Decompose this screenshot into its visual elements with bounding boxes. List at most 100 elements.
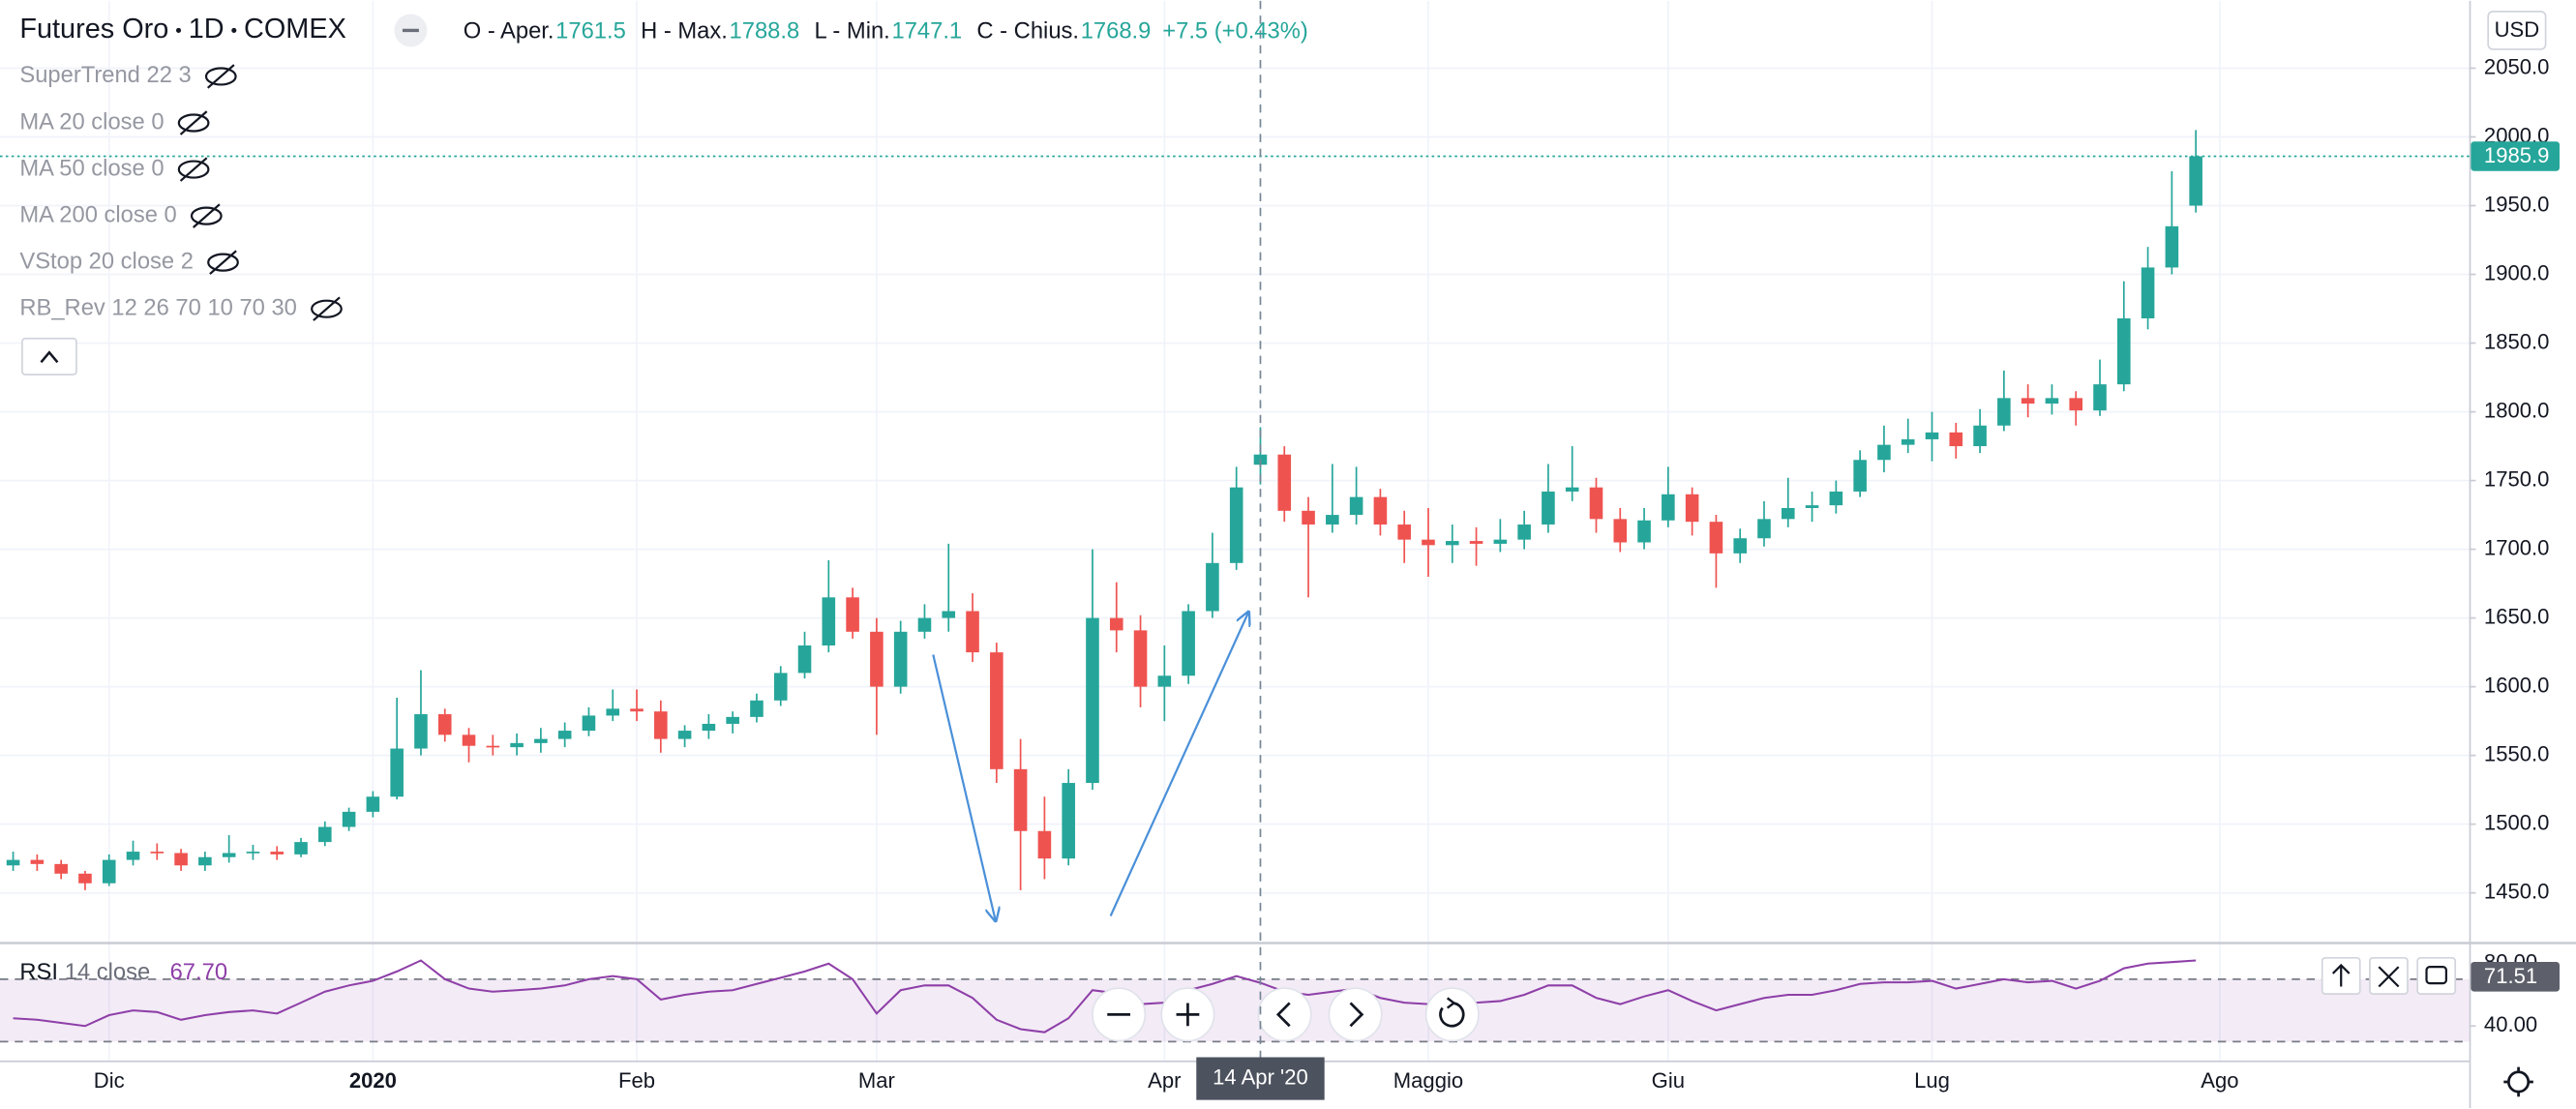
candle-body: [150, 852, 165, 854]
visibility-icon[interactable]: [177, 113, 210, 133]
candle-body: [1709, 522, 1723, 554]
candle-body: [1781, 507, 1795, 520]
candle-body: [1469, 541, 1483, 544]
x-tick-label: Apr: [1148, 1068, 1181, 1093]
candle-body: [78, 873, 92, 884]
icon: [1176, 1003, 1200, 1027]
candle-body: [606, 708, 620, 716]
crosshair-label: 14 Apr '20: [1213, 1064, 1308, 1089]
pane-buttons: [2321, 956, 2457, 995]
crosshair-label-box: [1196, 1057, 1325, 1100]
candle-body: [1397, 525, 1411, 540]
x-tick-label: Dic: [94, 1068, 125, 1093]
candle-body: [1373, 496, 1388, 525]
candle-body: [846, 597, 859, 632]
visibility-icon-slash: [193, 203, 221, 228]
x-tick-label: Ago: [2201, 1068, 2238, 1093]
candle-body: [2189, 156, 2202, 206]
interval: 1D: [189, 14, 225, 45]
y-tick-label: 1500.0: [2484, 810, 2549, 834]
candle-body: [822, 597, 836, 646]
candle-body: [318, 826, 332, 843]
candle-body: [1133, 630, 1148, 687]
candle-body: [1542, 491, 1555, 525]
candle-body: [1229, 487, 1243, 563]
candle-body: [102, 859, 116, 884]
candle-body: [1733, 538, 1747, 554]
collapse-button[interactable]: [21, 337, 77, 375]
zoom-controls: [1092, 987, 1480, 1042]
symbol-title: Futures Oro: [19, 14, 168, 45]
candle-body: [1949, 432, 1963, 447]
annotation-arrow: [932, 654, 996, 921]
candle-body: [917, 617, 932, 632]
candle-body: [1037, 830, 1052, 859]
rsi-value: 67.70: [170, 959, 227, 985]
y-tick-label: 1600.0: [2484, 673, 2549, 697]
candle-body: [1685, 494, 1699, 523]
maximize-pane-button[interactable]: [2416, 956, 2457, 995]
visibility-icon[interactable]: [190, 206, 223, 225]
candle-body: [1757, 519, 1771, 539]
scroll-right-button[interactable]: [1328, 987, 1383, 1042]
rsi-tick-label: 40.00: [2484, 1012, 2537, 1036]
candle-body: [1877, 444, 1891, 461]
exchange: COMEX: [244, 14, 346, 45]
candle-body: [1589, 487, 1603, 520]
indicator-label: SuperTrend 22 3: [19, 62, 191, 88]
ohlc-label: L - Min.: [814, 17, 889, 44]
visibility-icon-slash: [179, 110, 208, 135]
scroll-left-button[interactable]: [1257, 987, 1312, 1042]
candle-body: [270, 852, 285, 854]
y-tick-label: 1650.0: [2484, 604, 2549, 628]
visibility-icon[interactable]: [311, 299, 343, 318]
y-tick-label: 1800.0: [2484, 398, 2549, 422]
candle-body: [342, 811, 356, 827]
candle-body: [390, 748, 404, 797]
candle-body: [750, 700, 764, 717]
y-tick-label: 1750.0: [2484, 466, 2549, 491]
candle-body: [246, 852, 260, 854]
indicator-label: RB_Rev 12 26 70 10 70 30: [19, 294, 297, 320]
candle-body: [1013, 768, 1028, 831]
rsi-band: [0, 978, 2470, 1042]
candle-body: [1109, 617, 1123, 631]
visibility-icon[interactable]: [177, 160, 210, 179]
candle-body: [726, 716, 739, 724]
candle-body: [677, 731, 692, 739]
y-tick-label: 1950.0: [2484, 192, 2549, 216]
x-tick-label: Lug: [1914, 1068, 1950, 1093]
candle-body: [1517, 525, 1531, 540]
candle-body: [2069, 398, 2083, 411]
visibility-icon[interactable]: [207, 253, 239, 272]
candle-body: [1277, 454, 1292, 511]
candle-body: [126, 852, 140, 860]
candle-body: [630, 708, 644, 712]
candle-body: [893, 631, 908, 687]
reset-button[interactable]: [1424, 987, 1480, 1042]
candle-body: [1901, 438, 1915, 445]
candle-body: [222, 853, 236, 857]
candle-body: [1662, 494, 1675, 521]
candle-body: [1182, 611, 1195, 676]
visibility-icon[interactable]: [204, 67, 237, 86]
candle-body: [462, 734, 476, 746]
candle-body: [486, 745, 500, 748]
candle-body: [1302, 510, 1315, 525]
candle-body: [654, 711, 668, 739]
candle-body: [534, 738, 548, 743]
indicator-label: MA 20 close 0: [19, 108, 164, 135]
rsi-name: RSI: [19, 959, 58, 985]
candle-body: [1613, 519, 1628, 543]
candle-body: [2141, 267, 2155, 318]
candle-body: [174, 853, 188, 866]
currency-box[interactable]: [2487, 11, 2547, 50]
candle-body: [1062, 783, 1075, 859]
currency: USD: [2495, 17, 2540, 42]
separator-dot: [175, 27, 182, 33]
visibility-icon-slash: [209, 250, 237, 275]
